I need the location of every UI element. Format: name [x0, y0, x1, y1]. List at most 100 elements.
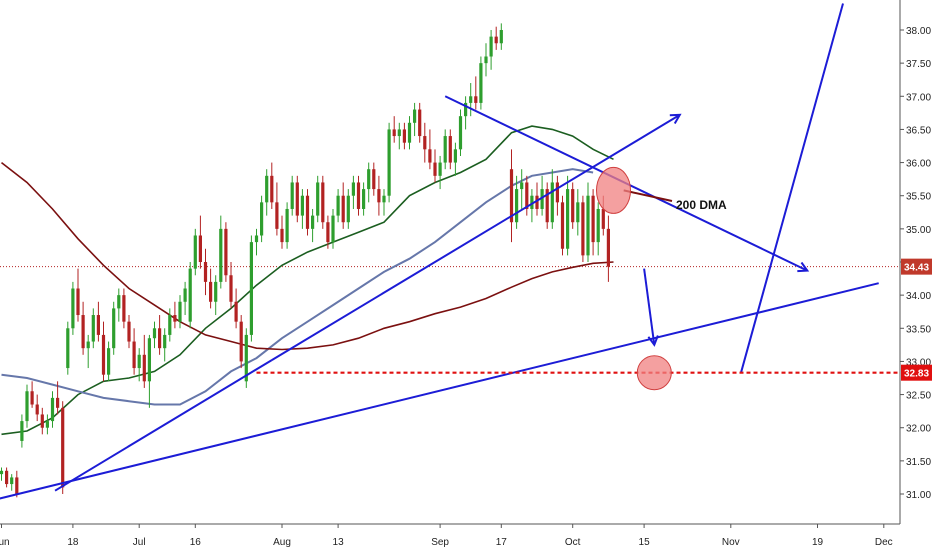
candle-body	[127, 321, 131, 342]
candle-body	[122, 295, 126, 322]
candle-body	[550, 182, 554, 223]
price-tick-label: 36.00	[906, 159, 931, 170]
candle-body	[244, 334, 248, 382]
candle-body	[209, 281, 213, 302]
candle-body	[601, 208, 605, 229]
candle-body	[433, 162, 437, 176]
candle-body	[30, 391, 34, 405]
rising-trendline-steep-ext	[271, 113, 681, 361]
candle-body	[576, 202, 580, 223]
candle-body	[591, 195, 595, 243]
candle-body	[168, 315, 172, 335]
candle-body	[45, 421, 49, 428]
candle-body	[178, 301, 182, 322]
time-tick-label: 15	[639, 537, 651, 548]
rising-trendline-steep	[54, 359, 273, 492]
price-tick-label: 37.00	[906, 92, 931, 103]
candle-body	[229, 275, 233, 302]
candle-body	[142, 354, 146, 382]
candle-body	[239, 321, 243, 362]
candle-body	[540, 189, 544, 209]
candle-body	[515, 189, 519, 223]
time-tick-label: Sep	[431, 537, 449, 548]
candle-body	[586, 195, 590, 256]
price-tick-label: 35.00	[906, 225, 931, 236]
candle-body	[101, 334, 106, 375]
candle-body	[351, 182, 355, 196]
candle-body	[193, 235, 197, 269]
candle-body	[249, 242, 253, 335]
candle-body	[326, 222, 330, 243]
current-price-label-bg	[901, 258, 932, 275]
candle-body	[300, 195, 304, 216]
time-tick-label: 18	[67, 537, 79, 548]
time-tick-label: 13	[333, 537, 345, 548]
price-axis: 31.0031.5032.0032.5033.0033.5034.0034.50…	[899, 0, 932, 524]
candle-body	[331, 215, 335, 243]
time-tick-label: Nov	[722, 537, 740, 548]
candle-body	[50, 397, 55, 422]
candle-body	[76, 288, 80, 316]
candle-body	[66, 328, 70, 369]
candle-body	[173, 315, 177, 322]
candle-body	[56, 397, 60, 408]
candle-body	[448, 136, 452, 163]
candle-body	[265, 175, 269, 203]
candle-body	[147, 338, 151, 382]
candle-body	[321, 182, 325, 223]
arrow-head-right	[797, 261, 810, 273]
time-tick-label: 16	[190, 537, 202, 548]
candle-body	[152, 328, 157, 339]
candle-body	[392, 129, 396, 137]
candle-body	[295, 182, 299, 216]
candle-body	[346, 195, 350, 223]
candle-body	[530, 195, 534, 209]
candle-body	[224, 228, 228, 276]
highlight-circle-top	[596, 166, 631, 214]
candle-body	[270, 175, 274, 203]
projection-arrow-down	[643, 268, 656, 345]
candle-body	[581, 202, 585, 256]
price-tick-label: 35.50	[906, 192, 931, 203]
candle-body	[311, 215, 315, 229]
candle-body	[183, 288, 187, 302]
candle-body	[91, 315, 95, 342]
candle-body	[0, 470, 4, 475]
candle-body	[40, 414, 44, 428]
time-tick-label: Jun	[0, 537, 10, 548]
candle-body	[474, 96, 478, 103]
candle-body	[35, 404, 39, 415]
candle-body	[198, 235, 202, 262]
ma-line-ma_fast	[1, 125, 614, 436]
candle-body	[402, 129, 406, 143]
candle-body	[234, 301, 238, 322]
candle-body	[10, 477, 14, 485]
candle-body	[382, 195, 386, 203]
candle-body	[219, 228, 223, 282]
candle-body	[61, 407, 65, 488]
candle-body	[545, 189, 549, 223]
time-tick-label: 19	[812, 537, 824, 548]
arrow-head-down	[647, 335, 659, 347]
price-tick-label: 32.50	[906, 391, 931, 402]
candle-body	[86, 341, 90, 349]
candle-body	[254, 235, 259, 243]
current-price-label: 34.43	[904, 263, 929, 274]
price-tick-label: 36.50	[906, 125, 931, 136]
candle-body	[428, 149, 432, 163]
candle-body	[423, 136, 427, 150]
candles	[0, 23, 610, 498]
candle-body	[188, 268, 192, 322]
candle-body	[214, 281, 218, 302]
price-tick-label: 37.50	[906, 59, 931, 70]
candle-body	[494, 36, 498, 44]
price-tick-label: 34.00	[906, 291, 931, 302]
arrow-head-up	[669, 113, 682, 124]
price-tick-label: 31.00	[906, 490, 931, 501]
candle-body	[203, 262, 208, 282]
candle-body	[458, 116, 463, 150]
candle-body	[260, 202, 264, 236]
candle-body	[407, 122, 412, 143]
candle-body	[362, 189, 366, 209]
